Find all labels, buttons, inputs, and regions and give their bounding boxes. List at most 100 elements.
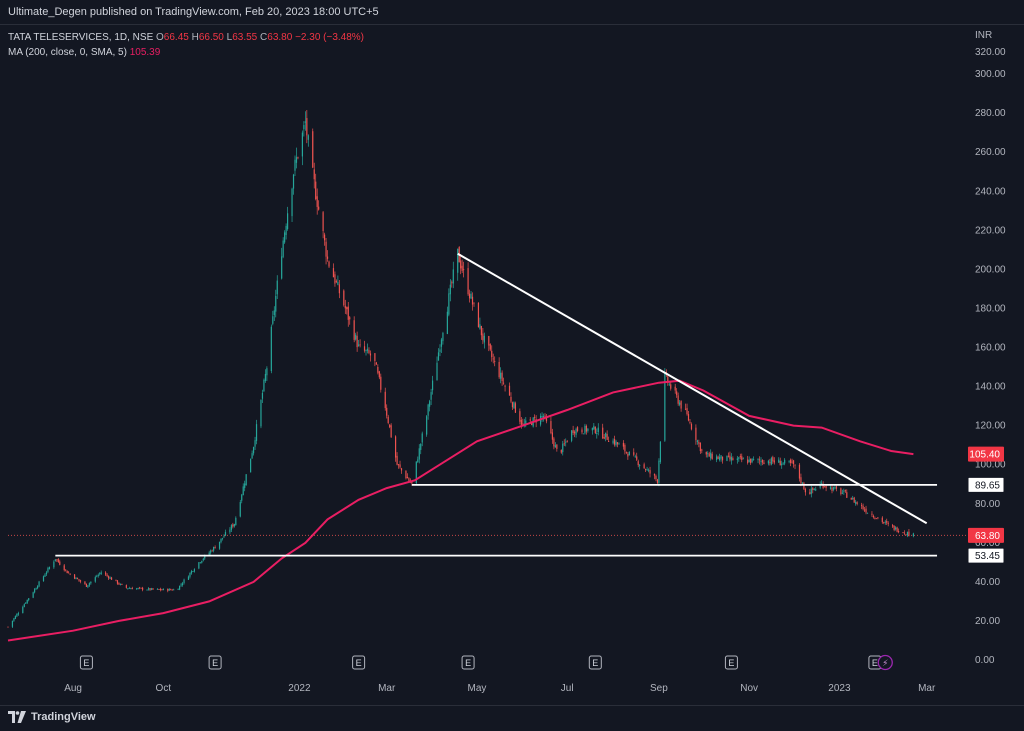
- candle-body: [146, 589, 148, 591]
- earnings-marker-box: [724, 655, 738, 670]
- symbol-name[interactable]: TATA TELESERVICES, 1D, NSE: [8, 32, 154, 43]
- chart-area[interactable]: E E E E E E E ⚡ INR 0.00 20.00 40.00 60.00 80.00 100.…: [0, 25, 1024, 705]
- candle-body: [161, 589, 163, 591]
- candle-body: [489, 344, 491, 350]
- candle-body: [73, 574, 76, 579]
- candle-body: [710, 452, 712, 459]
- candle-body: [646, 469, 648, 471]
- trendline: [457, 252, 928, 525]
- dividend-marker[interactable]: ⚡: [877, 654, 893, 671]
- candle-body: [782, 462, 784, 464]
- candle-body: [59, 561, 61, 565]
- price-chart[interactable]: E E E E E E E ⚡ INR 0.00 20.00 40.00 60.00 80.00 100.…: [0, 25, 1024, 705]
- candle-body: [282, 240, 284, 257]
- candle-body: [821, 483, 823, 485]
- candle-body: [560, 449, 562, 453]
- candle-body: [149, 588, 151, 590]
- candle-body: [193, 569, 195, 572]
- candle-body: [254, 440, 256, 447]
- candle-body: [856, 502, 858, 504]
- candle-body: [656, 479, 659, 483]
- candle-body: [230, 525, 232, 530]
- earnings-marker[interactable]: E: [79, 655, 93, 670]
- tradingview-logo[interactable]: TradingView: [8, 711, 96, 723]
- low-label: L: [226, 32, 233, 43]
- y-tick-label: 280.00: [975, 108, 1006, 119]
- candle-body: [199, 562, 201, 564]
- earnings-marker[interactable]: E: [208, 655, 222, 670]
- candle-body: [460, 260, 462, 269]
- candle-body: [789, 459, 792, 463]
- candle-body: [479, 324, 481, 329]
- candle-body: [738, 457, 740, 459]
- candle-body: [139, 587, 141, 589]
- candle-body: [467, 268, 469, 295]
- candle-body: [421, 433, 423, 443]
- candle-body: [65, 569, 67, 571]
- candle-body: [770, 458, 772, 465]
- y-tick-label: 0.00: [975, 655, 995, 666]
- candle-body: [251, 453, 253, 459]
- y-tick-label: 300.00: [975, 69, 1006, 80]
- candle-body: [763, 462, 765, 465]
- candle-body: [853, 497, 855, 503]
- candle-body: [380, 376, 382, 390]
- candle-body: [156, 588, 159, 590]
- earnings-marker-label: E: [592, 658, 598, 668]
- candle-body: [218, 541, 221, 549]
- candle-body: [591, 427, 593, 431]
- candle-body: [189, 572, 191, 577]
- candle-body: [791, 461, 793, 463]
- candle-body: [16, 613, 18, 617]
- candle-body: [510, 396, 512, 402]
- candle-body: [229, 529, 231, 533]
- candle-body: [572, 430, 574, 434]
- candle-body: [202, 558, 204, 561]
- candle-body: [281, 256, 283, 279]
- earnings-marker[interactable]: E: [352, 655, 366, 670]
- candle-body: [270, 326, 272, 372]
- candle-body: [483, 335, 485, 343]
- ma-label[interactable]: MA (200, close, 0, SMA, 5): [8, 47, 127, 58]
- candle-body: [63, 565, 65, 571]
- candle-body: [390, 425, 392, 438]
- legend-row-symbol: TATA TELESERVICES, 1D, NSE O66.45 H66.50…: [8, 30, 364, 45]
- candle-body: [676, 391, 678, 396]
- candle-body: [177, 589, 179, 590]
- candle-body: [473, 302, 475, 304]
- candle-body: [677, 395, 679, 404]
- earnings-marker[interactable]: E: [461, 655, 475, 670]
- candle-body: [886, 520, 888, 523]
- candle-body: [649, 470, 651, 474]
- candle-body: [76, 578, 79, 580]
- candle-body: [304, 121, 306, 123]
- earnings-marker[interactable]: E: [724, 655, 738, 670]
- candle-body: [109, 577, 111, 579]
- candle-body: [667, 376, 669, 383]
- candle-body: [596, 432, 598, 434]
- candle-body: [893, 525, 895, 530]
- earnings-marker[interactable]: E: [868, 655, 882, 670]
- candle-body: [809, 492, 811, 495]
- candle-body: [753, 458, 755, 460]
- candle-body: [587, 428, 589, 431]
- candle-body: [158, 589, 160, 590]
- candle-body: [394, 436, 397, 458]
- candle-body: [751, 458, 753, 463]
- candle-body: [223, 536, 225, 538]
- candle-body: [192, 571, 194, 572]
- candle-body: [181, 583, 184, 586]
- candle-body: [897, 531, 900, 533]
- candle-body: [624, 444, 626, 452]
- candle-body: [843, 490, 845, 492]
- candle-body: [877, 517, 879, 519]
- candle-body: [334, 274, 336, 284]
- earnings-marker[interactable]: E: [588, 655, 602, 670]
- candle-body: [323, 234, 326, 241]
- candle-body: [378, 371, 380, 378]
- candle-body: [85, 583, 88, 587]
- candle-body: [520, 419, 522, 425]
- candle-body: [94, 577, 96, 582]
- candle-body: [442, 332, 444, 342]
- candle-body: [119, 583, 122, 585]
